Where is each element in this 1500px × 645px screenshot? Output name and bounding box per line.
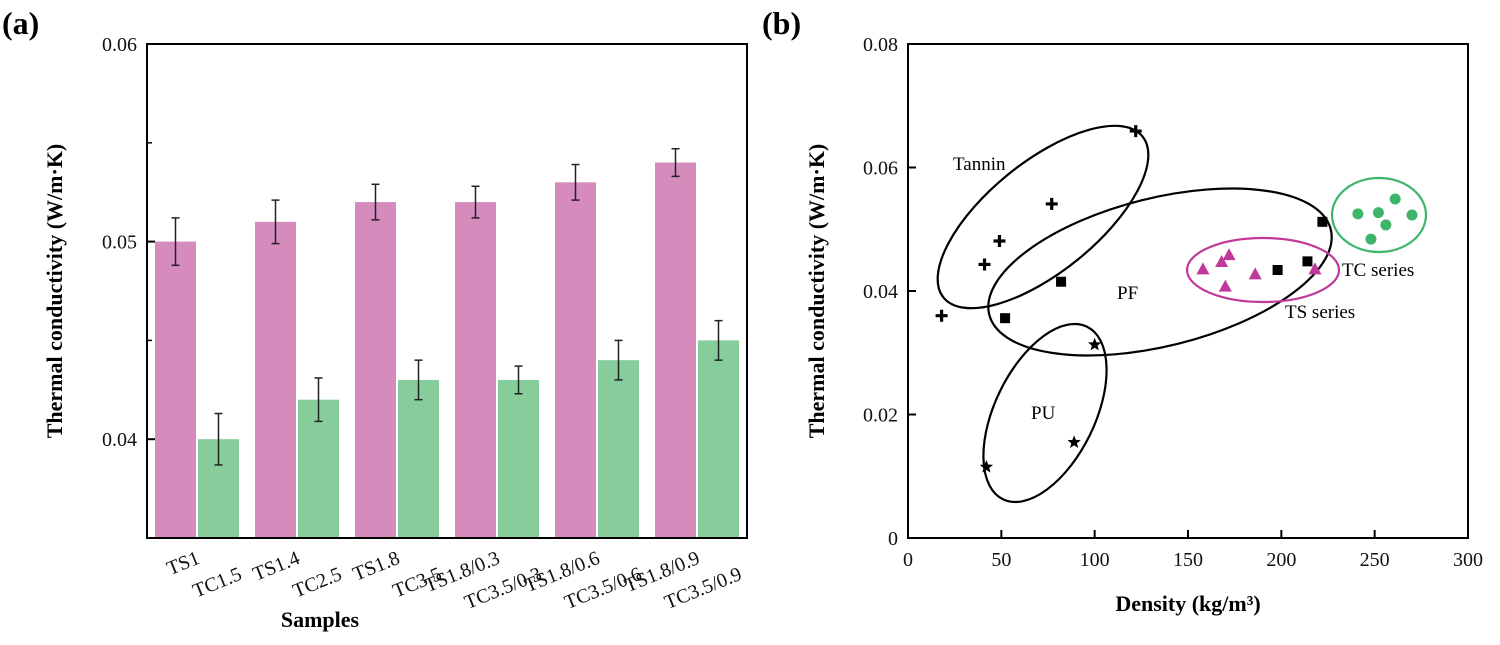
bar-tc-4 <box>598 360 639 538</box>
y-tick-label-b-1: 0.02 <box>863 405 898 427</box>
pf-group-label: PF <box>1117 283 1138 304</box>
y-tick-label-b-0: 0 <box>888 528 898 550</box>
panel-a-y-ticks: 0.04 0.05 0.06 <box>102 34 155 451</box>
panel-a-bars <box>155 162 739 538</box>
pu-point-1 <box>1067 435 1081 448</box>
bar-ts-2 <box>355 202 396 538</box>
pu-point-0 <box>979 459 994 473</box>
tc-series-point-0 <box>1352 208 1364 220</box>
tc-series-point-2 <box>1372 207 1384 219</box>
bar-tc-2 <box>398 379 439 538</box>
pu-group-label: PU <box>1031 403 1056 424</box>
ts-series-ellipse <box>1185 236 1341 304</box>
panel-b-label: (b) <box>762 5 801 41</box>
tc-series-point-3 <box>1380 219 1392 231</box>
tannin-group-ellipse <box>936 124 1150 310</box>
y-tick-label-b-2: 0.04 <box>863 281 898 303</box>
panel-a-plot-frame <box>146 43 748 539</box>
x-tick-label-b-4: 200 <box>1266 549 1296 571</box>
bar-tc-5 <box>698 340 739 538</box>
pf-point-4 <box>1317 216 1328 227</box>
panel-b-scatter-chart: (b) 0 0.02 0.04 0.06 0.08 0 50 100 150 200 250 300… <box>762 5 1483 616</box>
tc-series-group-label: TC series <box>1342 260 1414 281</box>
pf-group-ellipse <box>987 187 1333 357</box>
ts-series-point-1 <box>1215 254 1229 267</box>
x-tick-label-b-5: 250 <box>1360 549 1390 571</box>
ts-series-point-0 <box>1196 262 1210 275</box>
panel-b-points <box>935 125 1418 473</box>
panel-b-y-axis-title: Thermal conductivity (W/m·K) <box>804 144 829 439</box>
tc-series-point-5 <box>1406 209 1418 221</box>
tannin-point-0 <box>935 309 948 322</box>
panel-b-y-ticks: 0 0.02 0.04 0.06 0.08 <box>863 34 916 550</box>
tc-series-point-4 <box>1389 193 1401 205</box>
x-tick-label-b-6: 300 <box>1453 549 1483 571</box>
tannin-group-label: Tannin <box>953 154 1006 175</box>
tannin-point-4 <box>1129 125 1142 138</box>
bar-ts-0 <box>155 241 196 538</box>
ts-series-point-3 <box>1222 248 1236 261</box>
panel-b-x-axis-title: Density (kg/m³) <box>1115 591 1260 616</box>
tannin-point-1 <box>978 258 991 271</box>
pf-point-1 <box>1056 276 1067 287</box>
bar-tc-3 <box>498 379 539 538</box>
pf-point-2 <box>1272 265 1283 276</box>
tc-series-ellipse <box>1330 176 1428 254</box>
ts-series-point-4 <box>1248 267 1262 280</box>
panel-a-x-axis-title: Samples <box>281 607 360 632</box>
pu-group-ellipse <box>982 322 1108 504</box>
panel-a-y-axis-title: Thermal conductivity (W/m·K) <box>42 144 67 439</box>
y-tick-label-b-4: 0.08 <box>863 34 898 56</box>
panel-a-error-bars <box>171 147 723 466</box>
y-tick-label-b-3: 0.06 <box>863 158 898 180</box>
x-tick-label-ts-0: TS1 <box>164 547 203 580</box>
y-tick-label-a-0: 0.04 <box>102 429 137 451</box>
pf-point-3 <box>1302 256 1313 267</box>
y-tick-label-a-1: 0.05 <box>102 232 137 254</box>
x-tick-label-b-2: 100 <box>1080 549 1110 571</box>
ts-series-point-5 <box>1308 262 1322 275</box>
bar-tc-1 <box>298 399 339 538</box>
x-tick-label-b-0: 0 <box>903 549 913 571</box>
ts-series-group-label: TS series <box>1285 302 1355 323</box>
ts-series-point-2 <box>1218 279 1232 292</box>
bar-ts-3 <box>455 202 496 538</box>
x-tick-label-b-1: 50 <box>991 549 1011 571</box>
pf-point-0 <box>1000 313 1011 324</box>
x-tick-label-b-3: 150 <box>1173 549 1203 571</box>
bar-ts-1 <box>255 221 296 538</box>
tannin-point-3 <box>1045 197 1058 210</box>
pu-point-2 <box>1088 337 1102 351</box>
panel-b-x-ticks: 0 50 100 150 200 250 300 <box>903 530 1483 571</box>
tc-series-point-1 <box>1365 233 1377 245</box>
y-tick-label-a-2: 0.06 <box>102 34 137 56</box>
panel-a-label: (a) <box>2 5 39 41</box>
bar-ts-4 <box>555 182 596 538</box>
tannin-point-2 <box>993 234 1006 247</box>
bar-ts-5 <box>655 162 696 538</box>
